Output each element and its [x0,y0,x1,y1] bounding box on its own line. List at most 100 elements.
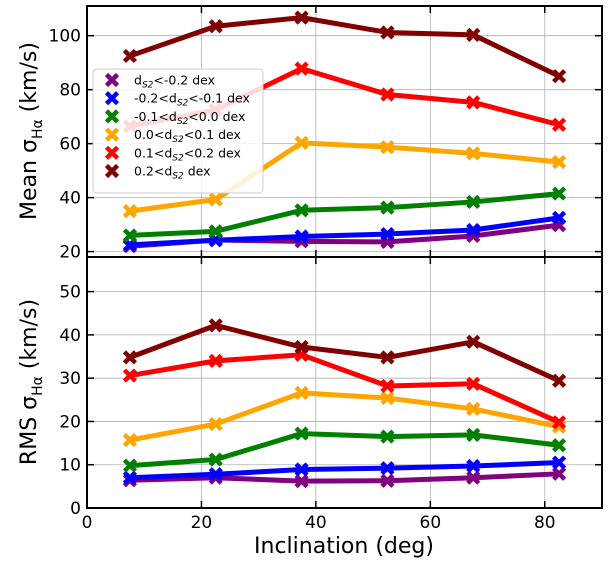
series-5 [122,318,567,388]
data-point [380,200,395,215]
legend-label: 0.2<dS2 dex [134,164,211,182]
series-line [129,352,561,425]
data-point [380,226,395,242]
data-point [122,432,138,448]
y-tick-label: 10 [59,456,81,476]
data-point [208,353,223,368]
data-point [122,350,138,365]
series-line [129,191,560,238]
data-point [122,48,138,64]
data-point [466,401,481,416]
y-axis-title: Mean σHα (km/s) [17,42,46,220]
data-point [294,135,309,150]
data-point [551,117,567,132]
data-point [294,229,309,244]
x-tick-label: 60 [420,513,442,533]
series-5 [122,10,567,84]
data-point [380,390,395,406]
series-3 [122,135,567,219]
y-tick-label: 0 [70,499,81,519]
data-point [208,416,223,432]
data-point [294,203,309,218]
legend-label: -0.1<dS2<0.0 dex [134,109,245,127]
data-point [208,318,223,333]
series-2 [122,426,567,473]
data-point [466,376,481,391]
data-point [122,470,138,485]
series-line [129,15,561,79]
plot-frame [86,256,603,509]
y-tick-label: 100 [49,27,81,47]
data-point [380,25,395,40]
mean-sigma-panel: 20 40 60 80 100 Mean σHα (km/s) dS2<-0.2 dex… [17,5,603,263]
data-point [466,458,481,474]
data-point [380,461,395,476]
legend-label: -0.2<dS2<-0.1 dex [134,91,250,109]
data-point [122,458,138,473]
series-4 [122,347,567,430]
grid [86,6,602,257]
legend-label: 0.1<dS2<0.2 dex [134,145,241,163]
legend-marker [104,127,120,142]
data-point [380,473,395,488]
data-point [551,69,567,84]
legend-marker [104,72,120,88]
data-point [380,87,395,102]
y-tick-label: 50 [59,283,81,303]
series-line [129,460,560,481]
legend-frame [92,68,264,194]
data-point [208,452,223,467]
data-point [294,61,309,76]
data-point [122,228,138,243]
x-tick-label: 0 [82,513,93,533]
data-point [551,186,567,201]
legend-marker [104,145,120,160]
data-point [208,224,223,239]
series-layer [122,10,567,254]
data-point [551,373,567,388]
legend-marker [104,163,120,179]
series-line [129,322,561,384]
series-layer [122,318,567,489]
ticks: 20 40 60 80 100 [49,6,602,263]
data-point [294,10,309,25]
y-tick-label: 60 [59,135,81,155]
data-point [551,154,567,170]
data-point [466,95,481,110]
x-tick-label: 80 [534,513,556,533]
y-tick-label: 20 [59,412,81,432]
legend-marker [104,91,120,106]
data-point [551,415,567,430]
data-point [466,27,481,42]
data-point [551,210,567,225]
y-tick-label: 30 [59,369,81,389]
data-point [294,462,309,477]
data-point [551,466,567,481]
x-tick-label: 20 [191,513,213,533]
data-point [122,204,138,219]
series-line [129,140,560,214]
data-point [466,146,481,161]
data-point [380,378,395,394]
ticks: 0 20 40 60 80 0 10 20 30 40 50 [59,257,602,533]
data-point [122,368,138,383]
series-line [129,390,560,443]
y-tick-label: 80 [59,81,81,101]
data-point [551,455,567,470]
legend: dS2<-0.2 dex-0.2<dS2<-0.1 dex-0.1<dS2<0.… [92,68,264,194]
data-point [466,194,481,210]
rms-sigma-panel: 0 20 40 60 80 0 10 20 30 40 50 RMS σHα (km/s) Incl… [17,256,603,559]
series-line [129,431,560,469]
series-line [129,215,560,248]
data-point [208,467,223,482]
data-point [380,350,395,365]
series-1 [122,455,567,485]
x-tick-label: 40 [305,513,327,533]
legend-label: 0.0<dS2<0.1 dex [134,127,241,145]
series-3 [122,385,567,448]
data-point [208,192,223,207]
data-point [380,429,395,444]
x-axis-title: Inclination (deg) [254,534,434,559]
data-point [208,19,223,34]
